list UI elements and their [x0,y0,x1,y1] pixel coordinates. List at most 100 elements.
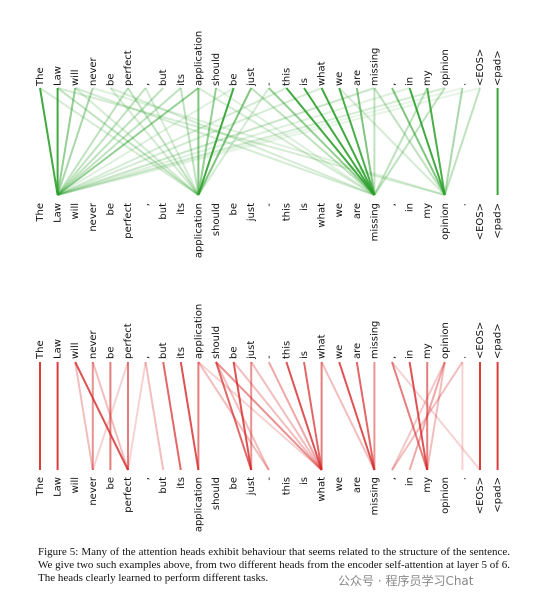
top-token: missing [369,48,380,86]
bottom-token: my [422,477,433,493]
top-token: be [229,347,240,360]
top-token: The [35,340,46,360]
top-token: <pad> [493,50,504,86]
top-token: its [176,74,187,86]
top-token: my [422,70,433,86]
bottom-token: this [281,203,292,221]
bottom-token: - [264,203,275,207]
top-token: application [193,31,204,86]
top-token: perfect [123,323,134,359]
bottom-token: <EOS> [475,203,486,240]
bottom-token: in [405,203,416,212]
bottom-token: we [334,203,345,217]
top-token: are [352,70,363,86]
top-token: will [70,342,81,359]
bottom-token: Law [53,203,64,223]
top-token: will [70,69,81,86]
bottom-token: will [70,203,81,220]
top-token: we [334,72,345,86]
figure-caption: Figure 5: Many of the attention heads ex… [38,546,510,584]
bottom-token: be [105,203,116,216]
top-token: , [387,356,398,359]
bottom-token: application [193,477,204,532]
bottom-token: we [334,477,345,491]
top-token: be [105,74,116,87]
top-token: opinion [440,322,451,359]
bottom-token: is [299,477,310,485]
bottom-token: <EOS> [475,477,486,514]
bottom-token: is [299,203,310,211]
attention-head-red [40,362,498,470]
bottom-token: . [457,203,468,206]
bottom-token: are [352,477,363,493]
bottom-token: be [229,203,240,216]
bottom-token: . [457,477,468,480]
top-token: should [211,326,222,359]
top-token: are [352,343,363,359]
top-token: we [334,345,345,359]
top-token: my [422,343,433,359]
watermark: 公众号 · 程序员学习Chat [338,574,474,588]
bottom-token: missing [369,477,380,515]
top-token: should [211,53,222,86]
bottom-token: never [88,202,99,232]
bottom-token: this [281,477,292,495]
top-token: never [88,56,99,86]
top-token: opinion [440,49,451,86]
top-token: be [105,347,116,360]
bottom-token: , [141,477,152,480]
top-token: missing [369,321,380,359]
top-token: <EOS> [475,322,486,359]
top-token: just [246,341,257,360]
top-token: <pad> [493,323,504,359]
top-token: never [88,329,99,359]
top-token: what [317,61,328,86]
top-token: but [158,69,169,86]
top-token: application [193,304,204,359]
top-token: in [405,350,416,359]
top-token: <EOS> [475,49,486,86]
bottom-token: should [211,203,222,236]
bottom-token: in [405,477,416,486]
bottom-token: perfect [123,203,134,239]
bottom-token: just [246,203,257,222]
bottom-token: should [211,477,222,510]
top-token: be [229,74,240,87]
bottom-token: The [35,477,46,497]
bottom-token: <pad> [493,203,504,239]
top-token: is [299,78,310,86]
bottom-token: Law [53,477,64,497]
bottom-token: , [387,477,398,480]
top-token: just [246,68,257,87]
bottom-token: never [88,476,99,506]
bottom-token: , [387,203,398,206]
bottom-token: just [246,477,257,496]
top-token: but [158,342,169,359]
top-token: The [35,67,46,87]
bottom-token: The [35,203,46,223]
bottom-token: but [158,203,169,220]
top-token: - [264,82,275,86]
top-token: in [405,77,416,86]
bottom-token: be [229,477,240,490]
top-token: . [457,83,468,86]
bottom-token: what [317,203,328,228]
bottom-token: application [193,203,204,258]
attention-head-green [40,88,498,195]
bottom-token: what [317,477,328,502]
top-token: , [387,83,398,86]
bottom-token: , [141,203,152,206]
top-token: Law [53,339,64,359]
top-token: perfect [123,50,134,86]
top-token: , [141,356,152,359]
top-token: this [281,68,292,86]
top-token: its [176,347,187,359]
bottom-token: my [422,203,433,219]
bottom-token: missing [369,203,380,241]
bottom-token: - [264,477,275,481]
top-token: what [317,334,328,359]
top-token: , [141,83,152,86]
bottom-token: opinion [440,203,451,240]
